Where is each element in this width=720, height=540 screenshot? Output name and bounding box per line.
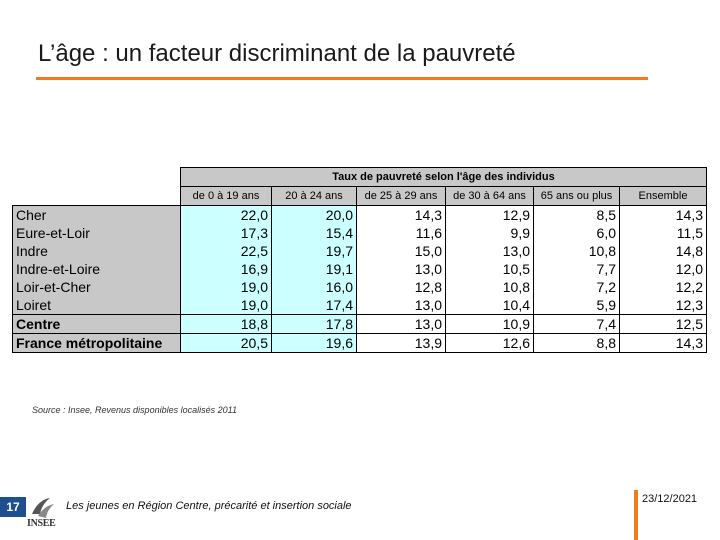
column-header: 20 à 24 ans [271,186,357,206]
table-cell: 14,8 [619,242,707,260]
insee-logo-icon [32,498,54,518]
table-cell: 5,9 [533,296,620,315]
column-header: de 0 à 19 ans [180,186,272,206]
table-cell: 17,8 [271,314,357,334]
table-cell: 18,8 [180,314,272,334]
footer-date: 23/12/2021 [642,493,698,505]
table-cell: 12,9 [445,205,534,224]
column-header: 65 ans ou plus [533,186,620,206]
table-cell: 12,0 [619,260,707,278]
table-corner-2 [13,187,181,206]
column-header: de 30 à 64 ans [445,186,534,206]
table-row: Eure-et-Loir 17,3 15,4 11,6 9,9 6,0 11,5 [12,224,707,242]
table-cell: 10,9 [445,314,534,334]
slide-title: L’âge : un facteur discriminant de la pa… [38,40,516,67]
table-cell: 7,7 [533,260,620,278]
table-cell: 22,5 [180,242,272,260]
table-cell: 13,0 [356,296,446,315]
table-cell: 19,0 [180,278,272,296]
title-underline [36,77,648,80]
table-cell: 12,5 [619,314,707,334]
column-header: Ensemble [619,186,707,206]
table-cell: 7,4 [533,314,620,334]
table-cell: 15,0 [356,242,446,260]
footer-text: Les jeunes en Région Centre, précarité e… [66,500,352,512]
table-cell: 15,4 [271,224,357,242]
table-cell: 8,5 [533,205,620,224]
table-cell: 22,0 [180,205,272,224]
table-cell: 10,4 [445,296,534,315]
table-cell: 19,1 [271,260,357,278]
table-cell: 13,0 [356,314,446,334]
table-row: Loir-et-Cher 19,0 16,0 12,8 10,8 7,2 12,2 [12,278,707,296]
table-cell: 16,0 [271,278,357,296]
table-cell: 19,7 [271,242,357,260]
table-cell: 20,0 [271,205,357,224]
table-cell: 14,3 [619,205,707,224]
table-row: Indre 22,5 19,7 15,0 13,0 10,8 14,8 [12,242,707,260]
row-label: Loiret [12,296,181,315]
group-header: Taux de pauvreté selon l'âge des individ… [180,167,707,187]
table-cell: 14,3 [619,333,707,353]
table-cell: 13,9 [356,333,446,353]
row-label: Indre-et-Loire [12,260,181,278]
row-label: Eure-et-Loir [12,224,181,242]
table-corner [13,168,181,187]
table-cell: 11,5 [619,224,707,242]
table-cell: 13,0 [445,242,534,260]
row-label: Cher [12,205,181,224]
table-cell: 14,3 [356,205,446,224]
table-cell: 12,6 [445,333,534,353]
table-cell: 10,8 [445,278,534,296]
table-cell: 8,8 [533,333,620,353]
table-cell: 17,4 [271,296,357,315]
footer-accent-bar [634,490,638,540]
poverty-table: Taux de pauvreté selon l'âge des individ… [12,167,707,353]
page-number-badge: 17 [0,497,26,517]
source-note: Source : Insee, Revenus disponibles loca… [32,405,237,415]
table-cell: 19,6 [271,333,357,353]
table-cell: 10,8 [533,242,620,260]
table-cell: 11,6 [356,224,446,242]
table-cell: 17,3 [180,224,272,242]
table-row: Loiret 19,0 17,4 13,0 10,4 5,9 12,3 [12,296,707,315]
table-cell: 16,9 [180,260,272,278]
table-cell: 10,5 [445,260,534,278]
table-cell: 7,2 [533,278,620,296]
table-row: Indre-et-Loire 16,9 19,1 13,0 10,5 7,7 12,0 [12,260,707,278]
table-row: Cher 22,0 20,0 14,3 12,9 8,5 14,3 [12,205,707,224]
logo-text: INSEE [27,518,56,529]
table-row: Centre 18,8 17,8 13,0 10,9 7,4 12,5 [12,314,707,334]
table-row: France métropolitaine 20,5 19,6 13,9 12,6 8,8… [12,333,707,353]
table-cell: 12,3 [619,296,707,315]
table-cell: 20,5 [180,333,272,353]
column-header: de 25 à 29 ans [356,186,446,206]
table-cell: 12,2 [619,278,707,296]
table-cell: 13,0 [356,260,446,278]
table-cell: 12,8 [356,278,446,296]
row-label: Indre [12,242,181,260]
row-label: France métropolitaine [12,333,181,353]
row-label: Loir-et-Cher [12,278,181,296]
table-cell: 9,9 [445,224,534,242]
row-label: Centre [12,314,181,334]
table-cell: 6,0 [533,224,620,242]
table-cell: 19,0 [180,296,272,315]
